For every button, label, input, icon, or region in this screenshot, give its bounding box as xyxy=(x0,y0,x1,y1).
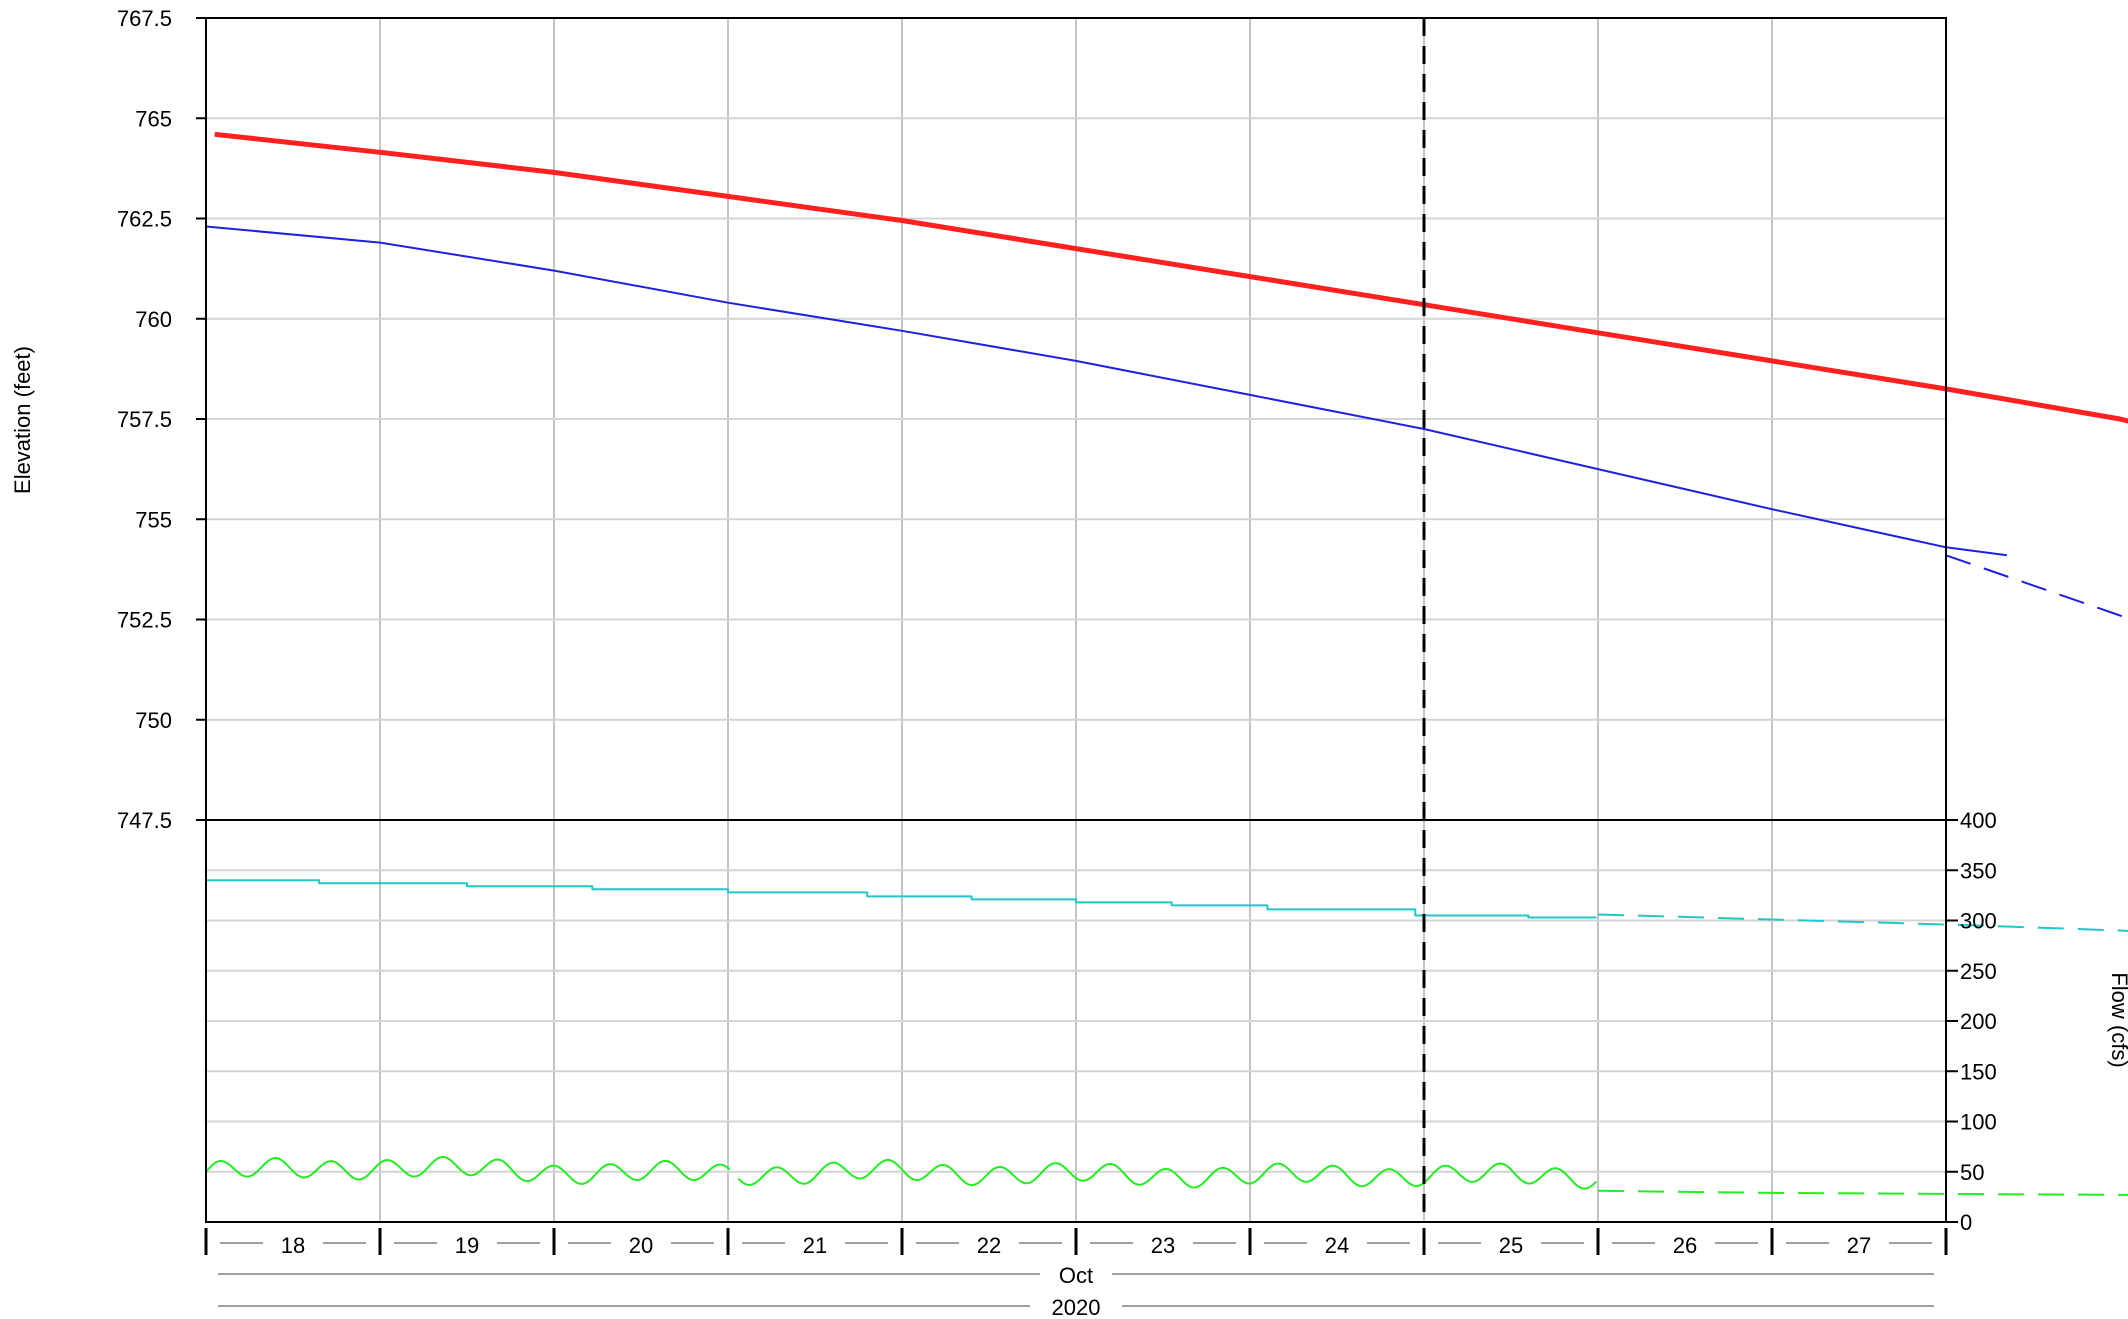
day-label: 21 xyxy=(803,1233,827,1258)
flow-tick-label: 400 xyxy=(1960,808,1997,833)
axis-layer: 767.5 765 762.5 760 757.5 755 752.5 750 747.5 400… xyxy=(117,6,1997,1319)
day-label: 26 xyxy=(1673,1233,1697,1258)
day-label: 25 xyxy=(1499,1233,1523,1258)
flow-series-line-3-part-1 xyxy=(205,1155,731,1185)
flow-tick-label: 300 xyxy=(1960,909,1997,934)
grid-layer xyxy=(206,18,1946,1222)
day-label: 18 xyxy=(281,1233,305,1258)
flow-tick-label: 50 xyxy=(1960,1160,1984,1185)
flow-tick-label: 150 xyxy=(1960,1059,1997,1084)
day-label: 19 xyxy=(455,1233,479,1258)
elevation-tick-label: 765 xyxy=(135,106,172,131)
elevation-tick-label: 750 xyxy=(135,708,172,733)
flow-tick-label: 250 xyxy=(1960,959,1997,984)
day-label: 22 xyxy=(977,1233,1001,1258)
day-label: 24 xyxy=(1325,1233,1349,1258)
elevation-series-line-2 xyxy=(205,225,2008,557)
day-label: 23 xyxy=(1151,1233,1175,1258)
elevation-series-line-3 xyxy=(1945,554,2128,620)
elevation-tick-label: 752.5 xyxy=(117,608,172,633)
flow-axis-label: Flow (cfs) xyxy=(2107,972,2128,1067)
year-label: 2020 xyxy=(1052,1295,1101,1319)
day-label: 27 xyxy=(1847,1233,1871,1258)
elevation-tick-label: 760 xyxy=(135,307,172,332)
flow-tick-label: 200 xyxy=(1960,1009,1997,1034)
day-label: 20 xyxy=(629,1233,653,1258)
elevation-tick-label: 755 xyxy=(135,507,172,532)
elevation-tick-label: 747.5 xyxy=(117,808,172,833)
elevation-tick-label: 767.5 xyxy=(117,6,172,31)
elevation-axis-label: Elevation (feet) xyxy=(10,346,35,494)
flow-series-line-1 xyxy=(206,879,1597,919)
flow-tick-label: 100 xyxy=(1960,1110,1997,1135)
flow-tick-label: 0 xyxy=(1960,1210,1972,1235)
month-label: Oct xyxy=(1059,1263,1093,1288)
flow-tick-label: 350 xyxy=(1960,858,1997,883)
elevation-tick-label: 762.5 xyxy=(117,207,172,232)
elevation-tick-label: 757.5 xyxy=(117,407,172,432)
flow-series-line-3-part-2 xyxy=(737,1158,1597,1190)
